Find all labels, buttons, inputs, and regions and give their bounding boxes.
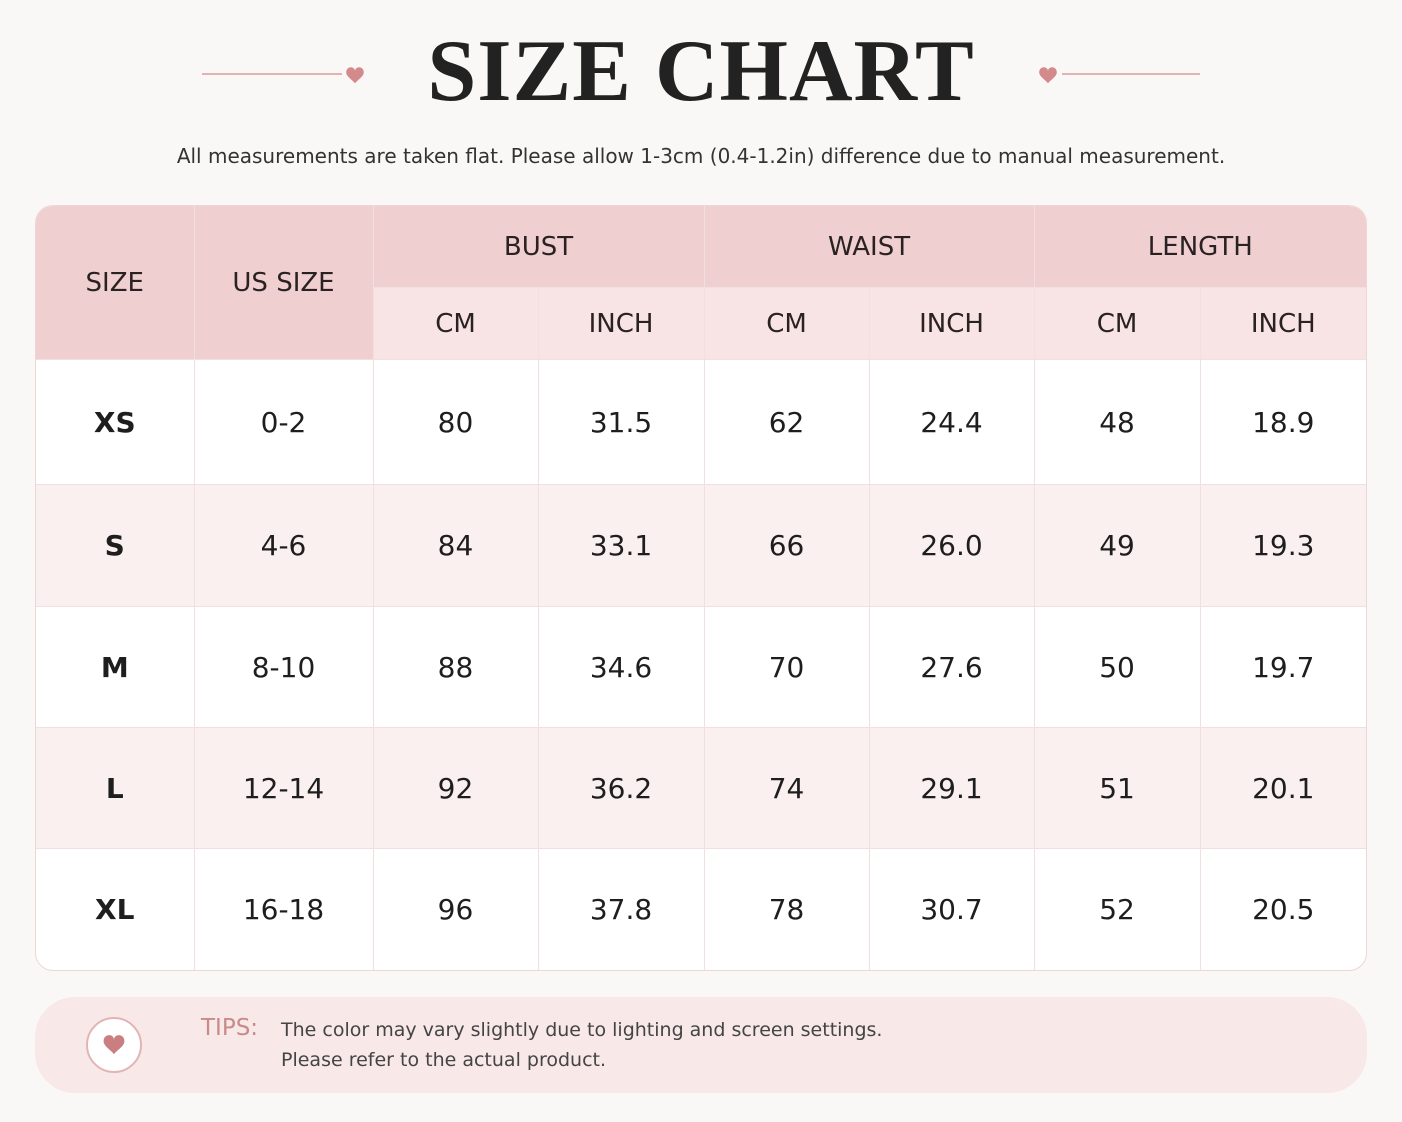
group-header: LENGTH (1033, 206, 1366, 288)
table-row: XL 16-18 96 37.8 78 30.7 52 20.5 (36, 848, 1366, 970)
size-table: SIZE US SIZE BUST WAIST LENGTH CM INCH CM INCH CM… (36, 206, 1366, 970)
table-row: XS 0-2 80 31.5 62 24.4 48 18.9 (36, 359, 1366, 485)
table-cell: 20.5 (1199, 848, 1366, 970)
size-cell: M (36, 606, 195, 728)
table-cell: 19.3 (1199, 484, 1366, 607)
table-cell: 19.7 (1199, 606, 1366, 728)
table-cell: 49 (1033, 484, 1201, 607)
table-cell: 52 (1033, 848, 1201, 970)
group-header: BUST (372, 206, 705, 288)
title-decoration (202, 67, 1200, 84)
table-cell: 36.2 (537, 727, 705, 849)
table-cell: 92 (372, 727, 539, 849)
table-cell: 51 (1033, 727, 1201, 849)
table-row: S 4-6 84 33.1 66 26.0 49 19.3 (36, 484, 1366, 607)
heart-icon (1039, 67, 1057, 84)
size-table-container: SIZE US SIZE BUST WAIST LENGTH CM INCH CM INCH CM… (35, 205, 1367, 971)
table-row: M 8-10 88 34.6 70 27.6 50 19.7 (36, 606, 1366, 728)
size-cell: XS (36, 359, 195, 485)
table-row: L 12-14 92 36.2 74 29.1 51 20.1 (36, 727, 1366, 849)
table-cell: 48 (1033, 359, 1201, 485)
table-cell: 33.1 (537, 484, 705, 607)
subcolumn-header: CM (373, 287, 539, 360)
size-cell: XL (36, 848, 195, 970)
table-body: XS 0-2 80 31.5 62 24.4 48 18.9 S 4-6 84 33.1 66 26.0 4… (36, 359, 1366, 970)
table-cell: 8-10 (193, 606, 374, 728)
table-cell: 4-6 (193, 484, 374, 607)
heart-icon (346, 67, 364, 84)
size-cell: L (36, 727, 195, 849)
subheader-row: CM INCH CM INCH CM INCH (36, 287, 1366, 360)
header-row: SIZE US SIZE BUST WAIST LENGTH (36, 206, 1366, 360)
table-cell: 20.1 (1199, 727, 1366, 849)
table-cell: 12-14 (193, 727, 374, 849)
size-cell: S (36, 484, 195, 607)
table-cell: 26.0 (868, 484, 1035, 607)
subcolumn-header: INCH (868, 287, 1035, 360)
table-head: SIZE US SIZE BUST WAIST LENGTH CM INCH CM INCH CM… (36, 206, 1366, 360)
table-cell: 31.5 (537, 359, 705, 485)
table-cell: 78 (703, 848, 870, 970)
table-cell: 88 (372, 606, 539, 728)
table-cell: 34.6 (537, 606, 705, 728)
subcolumn-header: CM (1033, 287, 1201, 360)
column-header: US SIZE (193, 206, 374, 360)
table-cell: 18.9 (1199, 359, 1366, 485)
table-cell: 24.4 (868, 359, 1035, 485)
table-cell: 29.1 (868, 727, 1035, 849)
group-header: WAIST (703, 206, 1035, 288)
table-cell: 27.6 (868, 606, 1035, 728)
subcolumn-header: INCH (1199, 287, 1366, 360)
subcolumn-header: CM (703, 287, 870, 360)
heart-icon (103, 1035, 125, 1055)
column-header: SIZE (36, 206, 195, 360)
table-cell: 30.7 (868, 848, 1035, 970)
table-cell: 74 (703, 727, 870, 849)
table-cell: 0-2 (193, 359, 374, 485)
table-cell: 62 (703, 359, 870, 485)
table-cell: 66 (703, 484, 870, 607)
table-cell: 80 (372, 359, 539, 485)
table-cell: 37.8 (537, 848, 705, 970)
table-cell: 96 (372, 848, 539, 970)
table-cell: 16-18 (193, 848, 374, 970)
title: SIZE CHART (427, 23, 975, 120)
table-cell: 84 (372, 484, 539, 607)
subcolumn-header: INCH (537, 287, 705, 360)
tips-box: TIPS: The color may vary slightly due to… (35, 997, 1367, 1093)
tip-text: Please refer to the actual product. (281, 1049, 607, 1071)
table-cell: 50 (1033, 606, 1201, 728)
table-cell: 70 (703, 606, 870, 728)
tips-icon (86, 1017, 142, 1073)
tips-label: TIPS: (201, 1015, 259, 1041)
tip-text: The color may vary slightly due to light… (281, 1019, 883, 1041)
subtitle: All measurements are taken flat. Please … (176, 144, 1226, 168)
